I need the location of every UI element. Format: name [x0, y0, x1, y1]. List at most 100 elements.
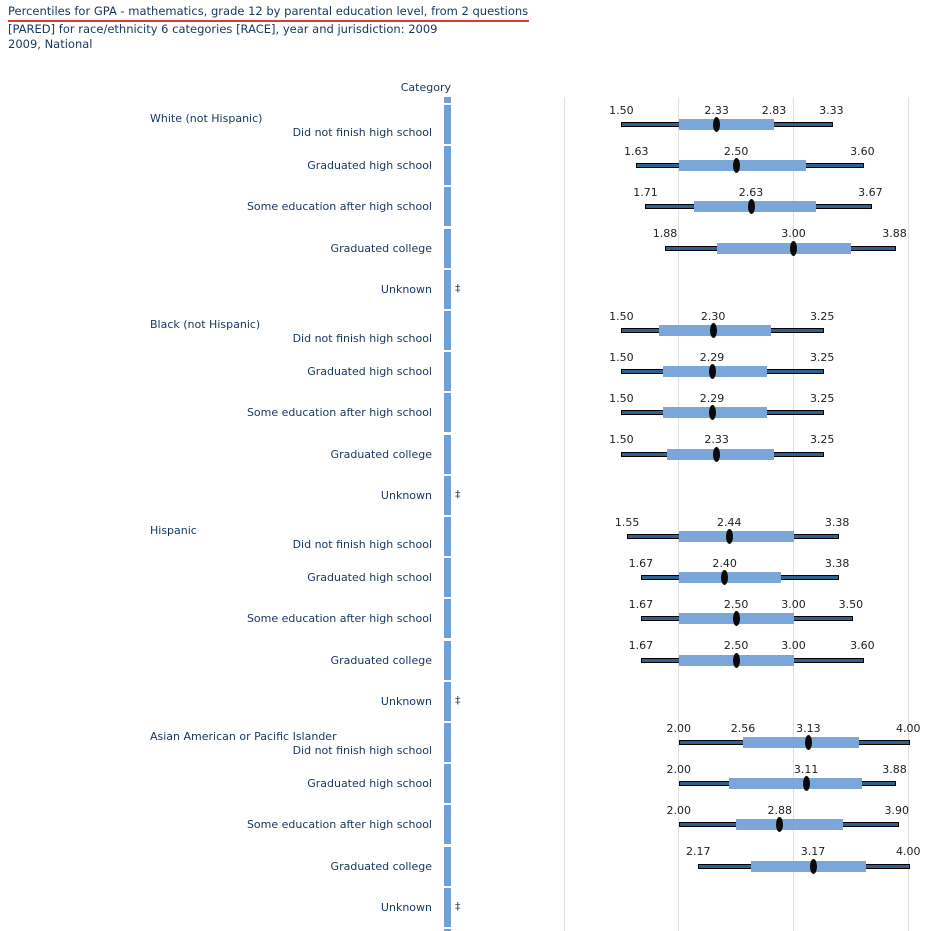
row-category-label: Did not finish high school: [292, 538, 432, 551]
percentile-value-label: 3.33: [819, 103, 844, 117]
strip-segment: [444, 517, 451, 556]
title-line-3: 2009, National: [8, 37, 93, 51]
row-category-label: Graduated high school: [307, 571, 432, 585]
median-marker: [708, 364, 716, 380]
row-category-label: Graduated high school: [307, 365, 432, 379]
percentile-value-label: 2.29: [699, 391, 725, 405]
percentile-box: [716, 242, 851, 254]
percentile-value-label: 2.33: [704, 103, 729, 117]
median-marker: [721, 570, 729, 586]
group-label: Black (not Hispanic): [150, 317, 261, 331]
strip-segment: [444, 599, 451, 639]
percentile-value-label: 3.38: [824, 556, 850, 570]
percentile-value-label: 1.71: [633, 185, 658, 199]
median-marker: [802, 776, 810, 792]
median-marker: [776, 817, 784, 833]
percentile-value-label: 1.55: [614, 515, 640, 529]
percentile-value-label: 3.25: [809, 391, 835, 405]
percentile-value-label: 3.11: [793, 762, 819, 776]
percentile-value-label: 3.67: [858, 185, 883, 199]
group-label: Asian American or Pacific Islander: [150, 729, 337, 743]
row-category-label: Graduated college: [330, 447, 432, 461]
percentile-value-label: 3.60: [850, 144, 875, 158]
strip-segment: [444, 393, 451, 433]
percentile-value-label: 2.44: [716, 515, 742, 529]
percentile-value-label: 3.00: [781, 597, 806, 611]
percentile-value-label: 1.50: [609, 391, 634, 405]
median-marker: [790, 240, 797, 256]
median-marker: [725, 529, 733, 544]
strip-segment: [444, 228, 451, 268]
row-category-label: Graduated high school: [307, 777, 432, 791]
percentile-value-label: 3.25: [809, 433, 835, 447]
percentile-value-label: 4.00: [896, 845, 921, 859]
percentile-box: [693, 201, 817, 213]
gridline-3.00: [793, 97, 794, 931]
percentile-box: [678, 160, 807, 172]
row-category-label: Unknown: [380, 900, 432, 914]
row-category-label: Some education after high school: [246, 612, 432, 626]
median-marker: [809, 858, 817, 874]
percentile-value-label: 2.29: [699, 350, 725, 364]
percentile-value-label: 3.88: [882, 227, 907, 241]
percentile-box: [678, 119, 774, 130]
strip-segment: [444, 723, 451, 762]
percentile-value-label: 2.50: [723, 597, 749, 611]
row-category-label: Some education after high school: [246, 406, 432, 420]
percentile-box: [729, 778, 863, 790]
strip-segment: [444, 105, 451, 144]
percentile-value-label: 4.00: [896, 721, 921, 735]
strip-segment-bottom-stub: [444, 929, 451, 931]
percentile-value-label: 3.00: [781, 227, 806, 241]
gridline-2.00: [678, 97, 680, 931]
percentile-value-label: 3.25: [809, 350, 835, 364]
strip-segment-header: [444, 97, 451, 103]
median-marker: [732, 158, 740, 174]
median-marker: [708, 405, 716, 421]
row-category-label: Did not finish high school: [292, 744, 432, 757]
median-marker: [747, 199, 755, 215]
strip-segment: [444, 352, 451, 392]
gridline-1.00: [563, 97, 565, 931]
median-marker: [804, 735, 812, 750]
strip-segment: [444, 146, 451, 186]
strip-segment: [444, 269, 451, 309]
percentile-value-label: 1.50: [609, 103, 634, 117]
title-line-2: [PARED] for race/ethnicity 6 categories …: [8, 22, 438, 36]
row-category-label: Graduated high school: [307, 159, 432, 173]
percentile-value-label: 2.00: [666, 762, 692, 776]
percentile-value-label: 2.50: [723, 144, 749, 158]
percentile-value-label: 1.50: [609, 350, 634, 364]
strip-segment: [444, 805, 451, 845]
percentile-box: [751, 860, 866, 872]
title-line-1-wrap: Percentiles for GPA - mathematics, grade…: [8, 4, 530, 22]
suppressed-marker: ‡: [455, 694, 461, 708]
percentile-value-label: 2.00: [666, 803, 692, 817]
percentile-value-label: 3.88: [882, 762, 907, 776]
percentile-value-label: 3.00: [781, 639, 806, 653]
percentile-value-label: 2.56: [730, 721, 756, 735]
strip-segment: [444, 475, 451, 515]
strip-segment: [444, 846, 451, 886]
percentile-value-label: 2.00: [666, 721, 692, 735]
suppressed-marker: ‡: [455, 282, 461, 296]
percentile-value-label: 1.67: [628, 639, 654, 653]
row-category-label: Some education after high school: [246, 818, 432, 832]
median-marker: [713, 117, 721, 132]
percentile-value-label: 1.63: [624, 144, 649, 158]
row-category-label: Unknown: [380, 488, 432, 502]
strip-segment: [444, 187, 451, 227]
row-category-label: Did not finish high school: [292, 126, 432, 139]
percentile-value-label: 2.50: [723, 639, 749, 653]
report-title: Percentiles for GPA - mathematics, grade…: [8, 4, 530, 52]
row-category-label: Graduated college: [330, 653, 432, 667]
strip-segment: [444, 311, 451, 350]
suppressed-marker: ‡: [455, 488, 461, 502]
percentile-box: [736, 819, 843, 831]
percentile-value-label: 3.38: [824, 515, 850, 529]
percentile-box: [743, 737, 859, 748]
median-marker: [709, 323, 717, 338]
strip-segment: [444, 887, 451, 927]
row-category-label: Unknown: [380, 282, 432, 296]
percentile-value-label: 3.90: [884, 803, 910, 817]
